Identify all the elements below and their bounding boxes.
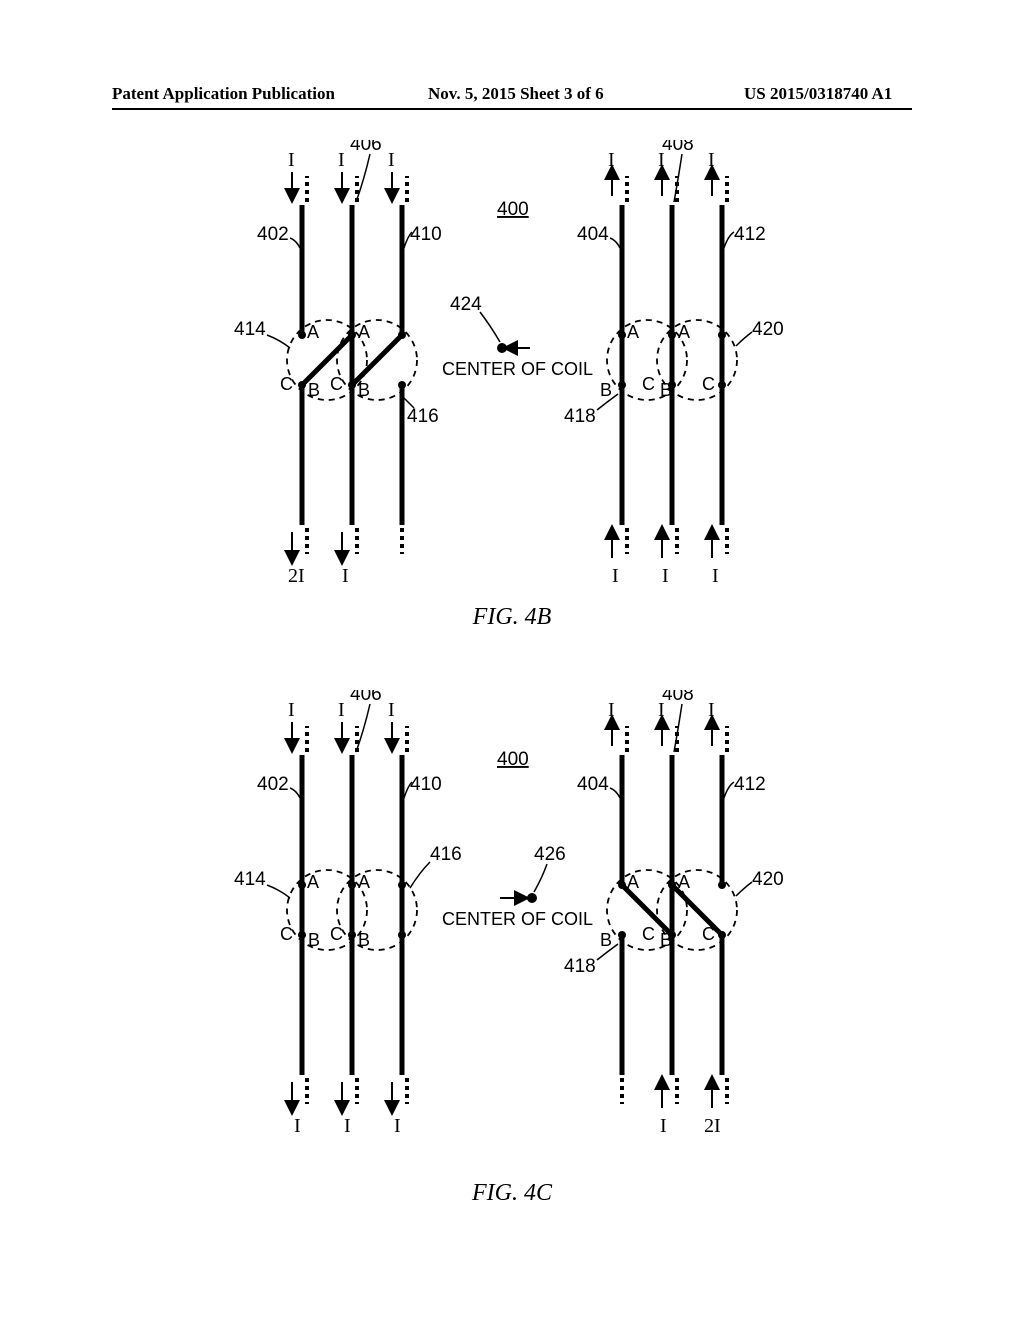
svg-text:I: I (288, 149, 295, 171)
svg-text:412: 412 (734, 774, 766, 795)
svg-text:C: C (280, 374, 293, 394)
svg-text:420: 420 (752, 869, 784, 890)
center-dot (497, 343, 507, 353)
svg-text:B: B (600, 380, 612, 400)
svg-text:406: 406 (350, 690, 382, 705)
svg-text:A: A (307, 872, 319, 892)
figure-4b: 400 (102, 140, 922, 600)
right-top-arrows: I I I (608, 149, 727, 202)
left-top-arrows: I I I (288, 699, 407, 752)
header-rule (112, 108, 912, 110)
fig-number: 400 (497, 199, 529, 220)
svg-text:I: I (294, 1115, 301, 1137)
svg-text:B: B (358, 930, 370, 950)
svg-text:C: C (702, 924, 715, 944)
fig-number: 400 (497, 749, 529, 770)
svg-text:A: A (358, 322, 370, 342)
svg-text:A: A (627, 322, 639, 342)
svg-text:B: B (660, 930, 672, 950)
left-top-arrows: I I I (288, 149, 407, 202)
svg-text:C: C (330, 374, 343, 394)
svg-text:418: 418 (564, 956, 596, 977)
svg-text:A: A (678, 322, 690, 342)
svg-text:B: B (660, 380, 672, 400)
svg-text:I: I (338, 699, 345, 721)
svg-text:I: I (608, 149, 615, 171)
svg-text:I: I (662, 565, 669, 587)
svg-text:I: I (394, 1115, 401, 1137)
svg-text:410: 410 (410, 774, 442, 795)
svg-text:C: C (642, 924, 655, 944)
svg-text:I: I (344, 1115, 351, 1137)
svg-text:418: 418 (564, 406, 596, 427)
svg-text:414: 414 (234, 319, 266, 340)
svg-text:408: 408 (662, 690, 694, 705)
center-dot (527, 893, 537, 903)
svg-text:424: 424 (450, 294, 482, 315)
svg-text:408: 408 (662, 140, 694, 155)
svg-text:I: I (708, 149, 715, 171)
page: Patent Application Publication Nov. 5, 2… (0, 0, 1024, 1320)
svg-text:404: 404 (577, 224, 609, 245)
svg-text:2I: 2I (704, 1115, 721, 1137)
svg-text:402: 402 (257, 774, 289, 795)
svg-text:A: A (358, 872, 370, 892)
caption-4c: FIG. 4C (0, 1180, 1024, 1207)
right-top-arrows: I I I (608, 699, 727, 752)
svg-text:B: B (308, 380, 320, 400)
svg-text:C: C (702, 374, 715, 394)
switch-414-closed (302, 335, 352, 385)
svg-text:B: B (600, 930, 612, 950)
svg-text:2I: 2I (288, 565, 305, 587)
svg-text:404: 404 (577, 774, 609, 795)
svg-text:A: A (307, 322, 319, 342)
header-right: US 2015/0318740 A1 (744, 84, 892, 104)
svg-text:I: I (342, 565, 349, 587)
svg-text:412: 412 (734, 224, 766, 245)
svg-text:A: A (627, 872, 639, 892)
right-bottom-arrows: I 2I (622, 1078, 727, 1137)
right-bottom-arrows: I I I (612, 528, 727, 587)
figure-4c: 400 (102, 690, 922, 1150)
svg-text:C: C (642, 374, 655, 394)
svg-text:I: I (712, 565, 719, 587)
svg-text:I: I (338, 149, 345, 171)
center-label: CENTER OF COIL (442, 359, 593, 379)
svg-text:402: 402 (257, 224, 289, 245)
svg-text:I: I (388, 699, 395, 721)
svg-text:C: C (330, 924, 343, 944)
header-center: Nov. 5, 2015 Sheet 3 of 6 (428, 84, 604, 104)
svg-text:416: 416 (430, 844, 462, 865)
svg-text:416: 416 (407, 406, 439, 427)
svg-text:B: B (358, 380, 370, 400)
svg-text:420: 420 (752, 319, 784, 340)
svg-text:I: I (660, 1115, 667, 1137)
left-bottom-arrows: 2I I (288, 528, 402, 587)
svg-text:I: I (288, 699, 295, 721)
svg-text:I: I (612, 565, 619, 587)
svg-text:B: B (308, 930, 320, 950)
header-left: Patent Application Publication (112, 84, 335, 104)
svg-text:A: A (678, 872, 690, 892)
center-label: CENTER OF COIL (442, 909, 593, 929)
caption-4b: FIG. 4B (0, 604, 1024, 631)
left-bottom-arrows: I I I (292, 1078, 407, 1137)
svg-text:406: 406 (350, 140, 382, 155)
svg-text:I: I (388, 149, 395, 171)
svg-text:426: 426 (534, 844, 566, 865)
switch-416-closed (352, 335, 402, 385)
svg-text:410: 410 (410, 224, 442, 245)
svg-text:414: 414 (234, 869, 266, 890)
svg-text:I: I (608, 699, 615, 721)
svg-text:C: C (280, 924, 293, 944)
svg-text:I: I (708, 699, 715, 721)
